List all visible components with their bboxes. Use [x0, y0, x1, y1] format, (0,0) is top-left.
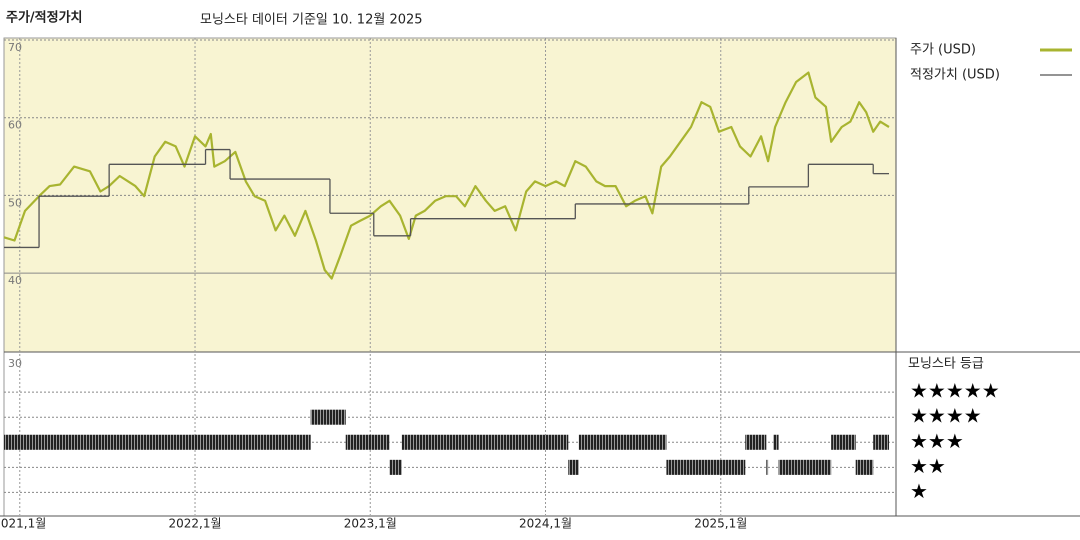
rating-bar [310, 409, 346, 425]
rating-bar [401, 434, 569, 450]
rating-title: 모닝스타 등급 [908, 357, 984, 372]
rating-bar [855, 459, 874, 475]
chart-subtitle: 모닝스타 데이터 기준일 10. 12월 2025 [200, 13, 423, 28]
rating-bar [666, 459, 746, 475]
rating-bar [873, 434, 889, 450]
rating-level-label: ★★★★ [910, 404, 982, 428]
price-line [3, 71, 890, 280]
y-tick-label: 50 [8, 196, 22, 209]
rating-bar [568, 459, 579, 475]
y-tick-label: 70 [8, 41, 22, 54]
rating-panel [3, 351, 897, 517]
rating-bar [766, 459, 769, 475]
rating-panel-label: 30 [8, 357, 22, 370]
rating-bar [745, 434, 767, 450]
legend-label: 적정가치 (USD) [910, 68, 1000, 83]
rating-bar [389, 459, 402, 475]
rating-level-label: ★ [910, 479, 928, 503]
rating-bar [778, 459, 832, 475]
x-tick-label: 2025,1월 [694, 517, 747, 531]
chart-title: 주가/적정가치 [6, 10, 83, 26]
rating-bar [773, 434, 779, 450]
rating-level-label: ★★ [910, 454, 946, 478]
x-tick-label: 2021,1월 [0, 517, 46, 531]
rating-bar [4, 434, 311, 450]
rating-bar [345, 434, 390, 450]
y-tick-label: 60 [8, 119, 22, 132]
x-tick-label: 2022,1월 [169, 517, 222, 531]
y-tick-label: 40 [8, 274, 22, 287]
rating-level-label: ★★★★★ [910, 379, 1000, 403]
rating-bar [578, 434, 667, 450]
legend-label: 주가 (USD) [910, 43, 976, 58]
rating-bar [831, 434, 856, 450]
rating-level-label: ★★★ [910, 429, 964, 453]
x-tick-label: 2023,1월 [344, 517, 397, 531]
x-tick-label: 2024,1월 [519, 517, 572, 531]
